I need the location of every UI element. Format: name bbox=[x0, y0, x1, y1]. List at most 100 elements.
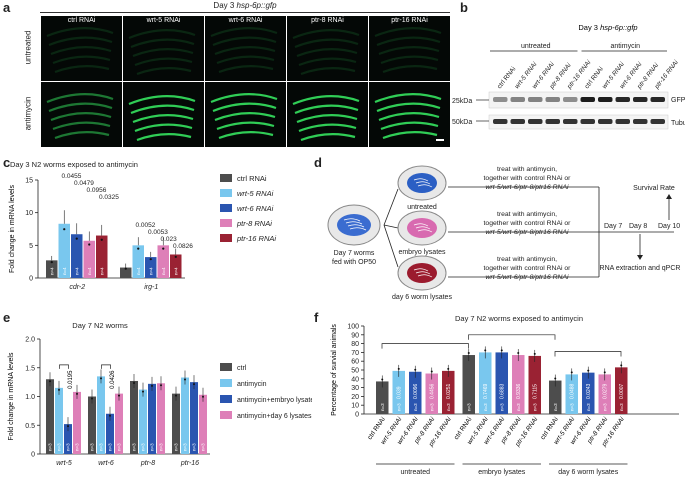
worm-shape bbox=[54, 65, 110, 74]
blot-title-prefix: Day 3 bbox=[578, 23, 600, 32]
data-point bbox=[149, 258, 152, 261]
y-tick-label: 20 bbox=[351, 394, 359, 401]
n-label: n=3 bbox=[141, 443, 146, 451]
timeline-day8: Day 8 bbox=[629, 223, 647, 230]
bar bbox=[46, 379, 54, 454]
blot-group-label: untreated bbox=[521, 43, 551, 50]
gfp-label: GFP bbox=[671, 97, 685, 104]
tubulin-band bbox=[545, 119, 560, 124]
marker-50kda: 50kDa bbox=[452, 119, 472, 126]
panel-a-title-rule bbox=[40, 12, 450, 13]
n-label: n=4 bbox=[161, 267, 166, 275]
data-point bbox=[533, 352, 536, 355]
worm-glyph bbox=[343, 218, 361, 222]
y-tick-label: 30 bbox=[351, 385, 359, 392]
condition-label: day 6 worm lysates bbox=[392, 294, 452, 301]
worm-shape bbox=[214, 46, 276, 56]
data-point bbox=[100, 377, 102, 380]
worm-shape bbox=[212, 36, 277, 47]
tubulin-band bbox=[615, 119, 630, 124]
p-value: 0.0488 bbox=[569, 383, 575, 399]
group-label: day 6 worm lysates bbox=[558, 469, 618, 476]
n-label: n=4 bbox=[148, 267, 153, 275]
y-tick-label: 15 bbox=[25, 178, 33, 185]
worm-glyph bbox=[415, 226, 431, 230]
data-point bbox=[124, 267, 127, 270]
y-tick-label: 0 bbox=[29, 276, 33, 283]
worm-image bbox=[374, 93, 442, 140]
data-point bbox=[162, 247, 165, 250]
condition-label: embryo lysates bbox=[398, 249, 446, 256]
micrograph-column-label: wrt-5 RNAi bbox=[146, 17, 181, 24]
y-tick-label: 60 bbox=[351, 359, 359, 366]
p-value: 0.0052 bbox=[136, 222, 156, 229]
legend-swatch bbox=[220, 411, 232, 419]
bar bbox=[96, 235, 108, 278]
worm-shape bbox=[54, 131, 110, 140]
treatment-text: together with control RNAi or bbox=[484, 220, 572, 227]
legend-swatch bbox=[220, 363, 232, 371]
legend-swatch bbox=[220, 174, 232, 182]
worm-shape bbox=[130, 104, 195, 115]
data-point bbox=[517, 352, 520, 355]
start-label: fed with OP50 bbox=[332, 259, 376, 266]
y-tick-label: 1.5 bbox=[25, 365, 35, 372]
n-label: n=3 bbox=[380, 403, 385, 411]
data-point bbox=[570, 371, 573, 374]
p-value: 0.0426 bbox=[110, 370, 116, 389]
data-point bbox=[202, 395, 204, 398]
chart-c-title: Day 3 N2 worms exposed to antimycin bbox=[10, 160, 138, 169]
worm-image bbox=[46, 93, 114, 140]
gfp-band bbox=[493, 97, 508, 102]
blot-title: Day 3 hsp-6p::gfp bbox=[578, 23, 637, 32]
rna-qpcr-label: RNA extraction and qPCR bbox=[600, 265, 681, 272]
legend-swatch bbox=[220, 379, 232, 387]
tubulin-label: Tubulin bbox=[671, 120, 685, 127]
bar bbox=[106, 413, 114, 454]
p-value: 0.0826 bbox=[173, 243, 193, 250]
worm-glyph bbox=[345, 221, 363, 225]
p-value: 0.0479 bbox=[74, 180, 94, 187]
data-point bbox=[467, 352, 470, 355]
p-value: 0.0053 bbox=[148, 229, 168, 236]
legend-swatch bbox=[220, 234, 232, 242]
n-label: n=3 bbox=[99, 443, 104, 451]
panel-e-chart: Day 7 N2 worms Fold change in mRNA levels… bbox=[0, 312, 318, 478]
n-label: n=3 bbox=[413, 403, 418, 411]
arrow-line bbox=[383, 224, 399, 268]
data-point bbox=[397, 367, 400, 370]
worm-shape bbox=[292, 95, 360, 106]
worm-shape bbox=[382, 131, 438, 140]
y-tick-label: 2.0 bbox=[25, 337, 35, 344]
micrograph-column-label: wrt-6 RNAi bbox=[228, 17, 263, 24]
n-label: n=3 bbox=[174, 443, 179, 451]
condition-dish-lawn bbox=[407, 263, 437, 283]
chart-c-ylabel: Fold change in mRNA levels bbox=[9, 185, 16, 273]
bar bbox=[190, 382, 198, 454]
worm-shape bbox=[380, 121, 439, 131]
worm-shape bbox=[216, 121, 275, 131]
n-label: n=3 bbox=[66, 443, 71, 451]
condition-label: untreated bbox=[407, 204, 437, 211]
gfp-band bbox=[598, 97, 613, 102]
x-tick-label: wrt-5 bbox=[56, 460, 72, 467]
panel-f-chart: Day 7 N2 worms exposed to antimycin Perce… bbox=[314, 312, 685, 478]
significance-bracket bbox=[101, 364, 111, 369]
marker-25kda: 25kDa bbox=[452, 98, 472, 105]
n-label: n=4 bbox=[74, 267, 79, 275]
bar bbox=[425, 373, 438, 414]
micrograph-column-label: ptr-16 RNAi bbox=[391, 17, 428, 24]
legend-label: wrt-5 RNAi bbox=[237, 189, 274, 198]
bar bbox=[582, 372, 595, 414]
worm-shape bbox=[216, 55, 275, 65]
worm-shape bbox=[298, 123, 357, 133]
p-value: 0.0251 bbox=[446, 383, 452, 399]
panel-label-c: c bbox=[3, 155, 11, 170]
data-point bbox=[414, 368, 417, 371]
micrograph: ctrl RNAi bbox=[40, 15, 123, 82]
n-label: n=3 bbox=[499, 403, 504, 411]
y-tick-label: 0 bbox=[31, 452, 35, 459]
micrograph bbox=[40, 81, 123, 148]
panel-label-b: b bbox=[460, 0, 468, 15]
p-value: 0.9336 bbox=[516, 383, 522, 399]
